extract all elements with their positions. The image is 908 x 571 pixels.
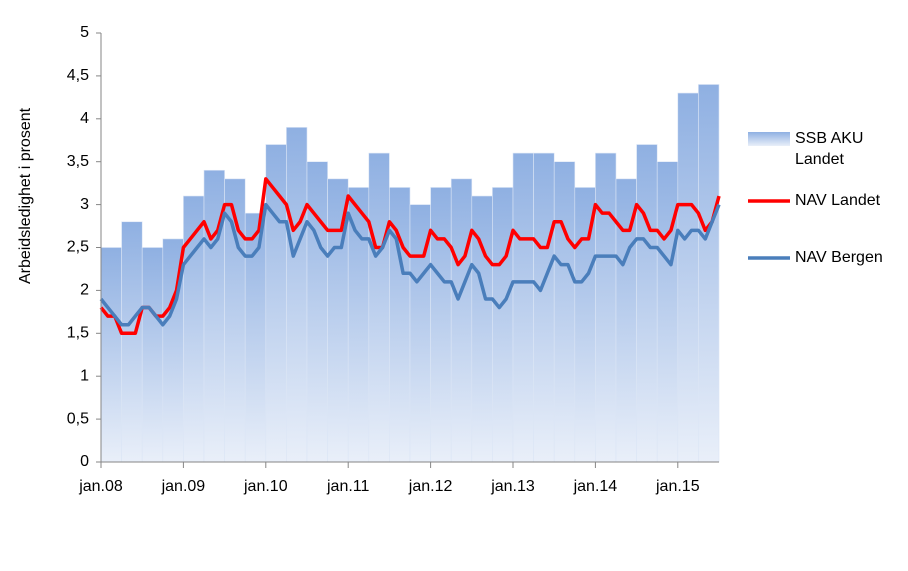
- y-tick-label: 0: [80, 453, 89, 470]
- bar: [121, 221, 143, 463]
- y-tick-label: 2,5: [67, 239, 89, 256]
- y-tick-label: 4: [80, 110, 89, 127]
- bar: [512, 152, 534, 463]
- bar: [430, 187, 452, 463]
- line: [99, 177, 721, 336]
- bar: [656, 161, 679, 463]
- x-tick-label: jan.13: [490, 478, 535, 495]
- bar: [100, 247, 122, 463]
- bar: [347, 187, 370, 463]
- bar: [141, 247, 164, 463]
- bar: [553, 161, 576, 463]
- x-tick-label: jan.09: [161, 478, 206, 495]
- x-tick-label: jan.10: [243, 478, 288, 495]
- x-tick-label: jan.08: [78, 478, 123, 495]
- bar: [368, 152, 390, 463]
- x-tick-label: jan.12: [408, 478, 453, 495]
- y-tick-label: 3,5: [67, 153, 89, 170]
- y-tick-label: 3: [80, 196, 89, 213]
- legend-swatch: [748, 132, 790, 146]
- bar: [450, 178, 473, 463]
- x-tick-label: jan.15: [655, 478, 700, 495]
- y-tick-label: 1,5: [67, 325, 89, 342]
- legend-label: NAV Landet: [795, 192, 881, 209]
- bar: [698, 84, 720, 463]
- x-tick-label: jan.14: [573, 478, 618, 495]
- line: [99, 202, 721, 327]
- bar: [286, 127, 308, 463]
- y-tick-label: 4,5: [67, 67, 89, 84]
- y-axis-label: Arbeidsledighet i prosent: [17, 107, 34, 284]
- legend-label: NAV Bergen: [795, 249, 883, 266]
- y-tick-label: 5: [80, 24, 89, 41]
- bar: [533, 152, 555, 463]
- bar: [595, 152, 617, 463]
- bar: [492, 187, 514, 463]
- y-tick-label: 2: [80, 282, 89, 299]
- x-tick-label: jan.11: [326, 478, 370, 495]
- y-tick-label: 1: [80, 367, 89, 384]
- bar: [636, 144, 658, 463]
- bar: [677, 92, 699, 463]
- bar: [389, 187, 411, 463]
- y-tick-label: 0,5: [67, 410, 89, 427]
- legend-label: SSB AKU Landet: [795, 130, 864, 168]
